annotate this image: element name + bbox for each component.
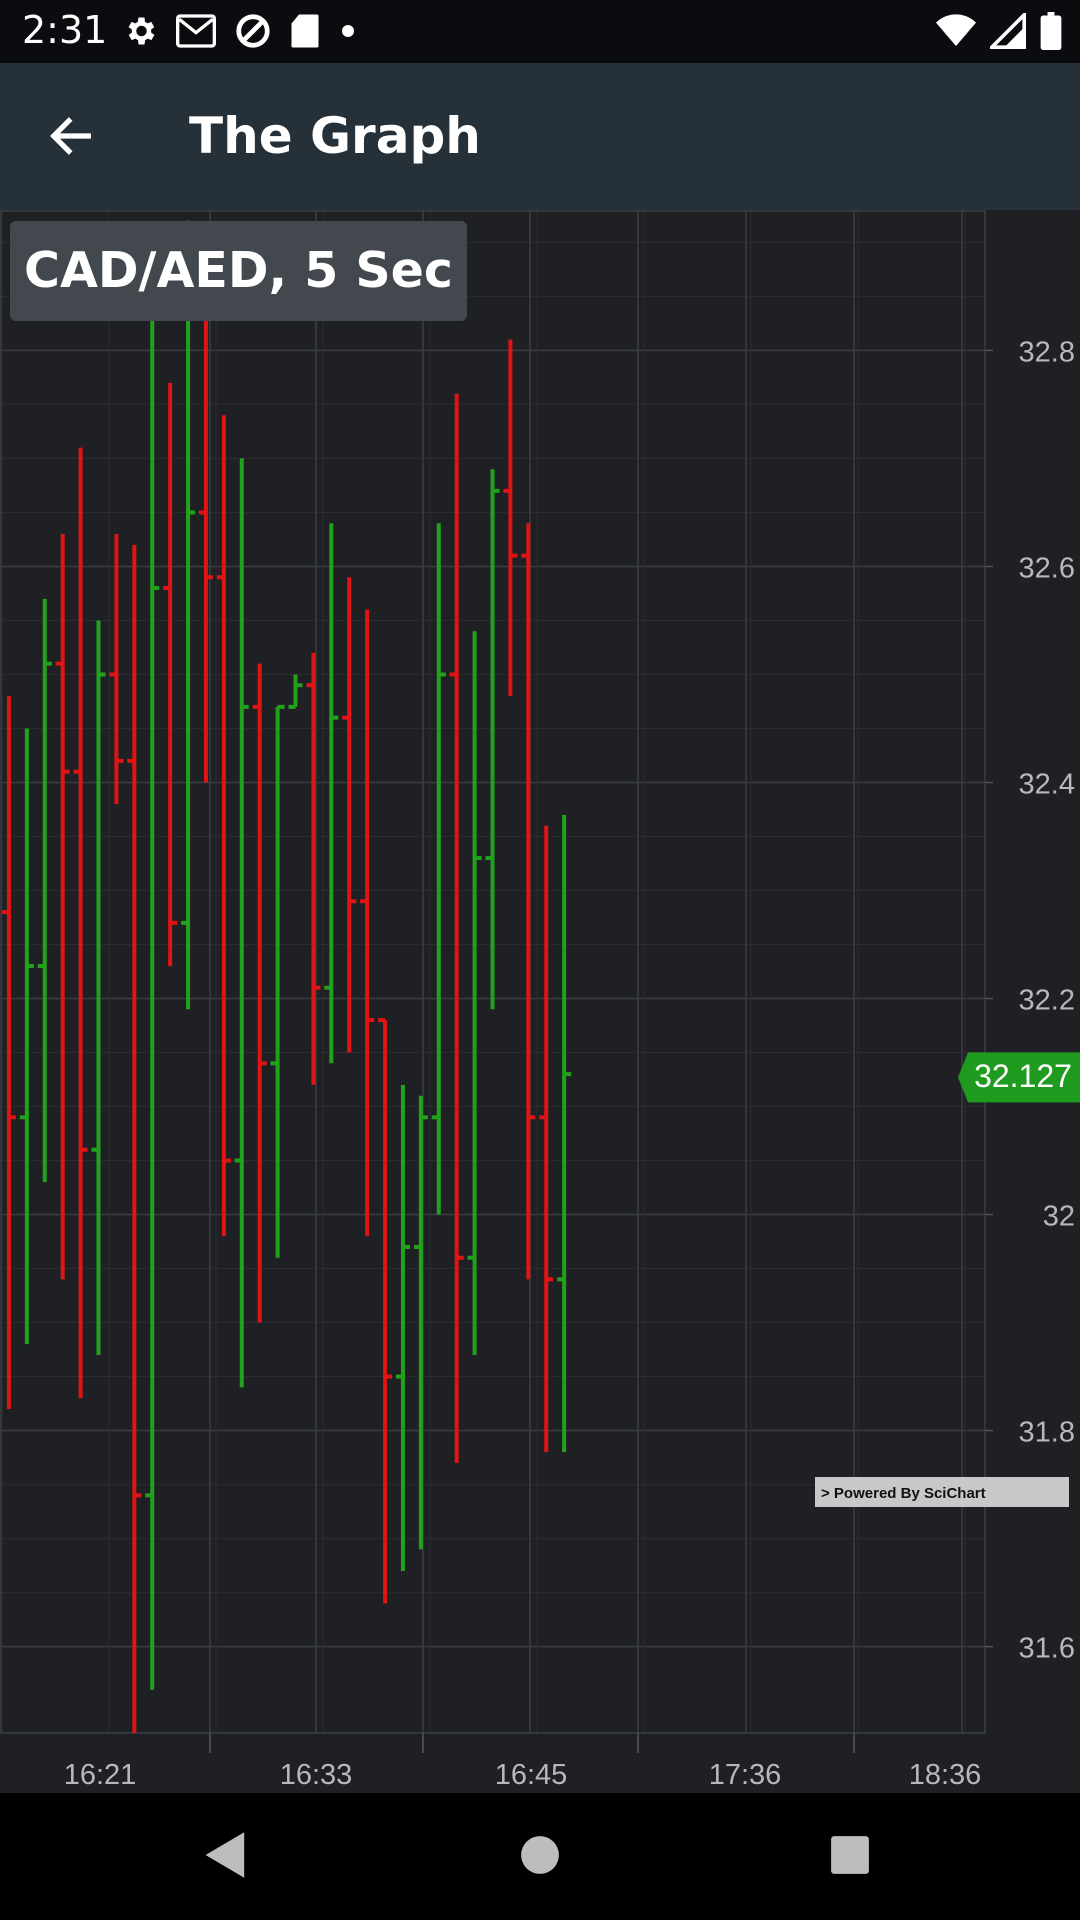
ohlc-bar <box>73 447 88 1399</box>
y-tick-label: 32.8 <box>1019 336 1075 368</box>
x-tick-label: 18:36 <box>909 1759 982 1791</box>
gmail-icon <box>176 14 216 53</box>
ohlc-bar <box>521 523 536 1280</box>
x-tick-label: 16:45 <box>495 1759 568 1791</box>
ohlc-bar <box>557 814 572 1453</box>
grid-layer <box>0 210 986 1734</box>
nav-home-icon <box>519 1834 561 1881</box>
ohlc-bar <box>19 728 34 1345</box>
x-tick-label: 17:36 <box>709 1759 782 1791</box>
ohlc-bar <box>342 577 357 1053</box>
nav-recents-icon <box>829 1834 871 1881</box>
ohlc-bar <box>127 544 142 1733</box>
ohlc-bar <box>503 339 518 697</box>
ohlc-bar <box>288 674 303 709</box>
ohlc-bar <box>216 415 231 1237</box>
status-time: 2:31 <box>22 8 108 52</box>
app-bar: The Graph <box>0 63 1080 210</box>
nav-back-button[interactable] <box>186 1817 266 1897</box>
page-title: The Graph <box>189 107 481 165</box>
ohlc-bar <box>37 598 52 1183</box>
ohlc-bar <box>431 523 446 1215</box>
ohlc-bar <box>360 609 375 1237</box>
ohlc-bar <box>413 1095 428 1550</box>
status-bar: 2:31 <box>0 0 1080 63</box>
bars-layer <box>1 220 572 1733</box>
nav-recents-button[interactable] <box>810 1817 890 1897</box>
current-price-label: 32.127 <box>974 1058 1072 1094</box>
ohlc-bar <box>145 307 160 1690</box>
nav-home-button[interactable] <box>500 1817 580 1897</box>
x-axis: 16:21 16:33 16:45 17:36 18:36 <box>64 1733 982 1791</box>
status-icons-right <box>936 10 1062 55</box>
ohlc-bar <box>270 704 285 1258</box>
y-tick-label: 32.6 <box>1019 552 1075 584</box>
x-tick-label: 16:21 <box>64 1759 137 1791</box>
current-price-marker: 32.127 <box>958 1052 1080 1103</box>
dot-icon <box>338 21 358 46</box>
data-saver-icon <box>234 12 272 55</box>
back-button[interactable] <box>36 103 106 173</box>
y-tick-label: 32 <box>1043 1201 1075 1233</box>
arrow-back-icon <box>45 110 97 167</box>
ohlc-bar <box>306 652 321 1085</box>
watermark-text: > Powered By SciChart <box>821 1485 986 1502</box>
status-icons-left <box>122 12 358 55</box>
ohlc-bar <box>198 307 213 783</box>
y-tick-label: 32.4 <box>1019 768 1075 800</box>
ohlc-bar <box>181 220 196 1010</box>
ohlc-bar <box>449 393 464 1463</box>
ohlc-bar <box>55 534 70 1280</box>
ohlc-bar <box>1 696 16 1409</box>
ohlc-bar <box>252 663 267 1323</box>
x-tick-label: 16:33 <box>280 1759 353 1791</box>
plot-border <box>0 210 986 1734</box>
y-tick-label: 31.8 <box>1019 1417 1075 1449</box>
ohlc-bar <box>395 1084 410 1571</box>
cell-signal-icon <box>987 10 1026 54</box>
ohlc-bar <box>109 534 124 805</box>
ohlc-bar <box>91 620 106 1355</box>
y-tick-label: 31.6 <box>1019 1633 1075 1665</box>
ohlc-bar <box>163 382 178 967</box>
ohlc-bar <box>378 1018 393 1604</box>
chart-title-box: CAD/AED, 5 Sec <box>10 221 467 321</box>
wifi-icon <box>936 13 976 54</box>
y-tick-label: 32.2 <box>1019 985 1075 1017</box>
gear-icon <box>122 13 158 54</box>
chart-area[interactable]: 32.8 32.6 32.4 32.2 32 31.8 31.6 16:21 16:33 16:… <box>0 210 1080 1793</box>
nav-back-icon <box>203 1830 249 1885</box>
sd-card-icon <box>290 13 320 54</box>
ohlc-bar <box>324 523 339 1064</box>
ohlc-bar <box>467 631 482 1355</box>
battery-icon <box>1040 12 1062 55</box>
y-axis: 32.8 32.6 32.4 32.2 32 31.8 31.6 <box>985 336 1075 1665</box>
navigation-bar <box>0 1793 1080 1920</box>
ohlc-bar <box>539 825 554 1453</box>
ohlc-bar <box>485 469 500 1010</box>
watermark: > Powered By SciChart <box>815 1477 1069 1507</box>
ohlc-bar <box>234 458 249 1388</box>
